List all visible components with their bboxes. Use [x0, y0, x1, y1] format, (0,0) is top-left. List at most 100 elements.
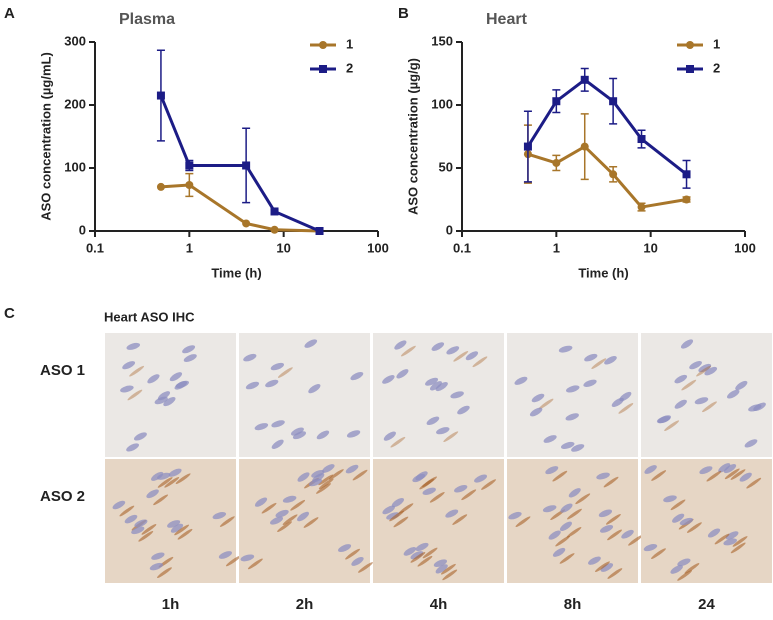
nucleus [723, 538, 737, 546]
nucleus [422, 487, 436, 495]
ihc-image [373, 333, 504, 457]
stain [472, 356, 488, 368]
nucleus [270, 516, 284, 525]
stain [389, 510, 405, 522]
nucleus [311, 469, 325, 478]
stain [261, 502, 277, 514]
marker [315, 227, 324, 235]
nucleus [169, 372, 183, 382]
nucleus [474, 474, 488, 483]
stain [618, 403, 634, 414]
stain [452, 514, 468, 525]
nucleus [308, 478, 323, 487]
nucleus [657, 415, 671, 424]
nucleus [382, 375, 395, 384]
ihc-image [507, 459, 638, 583]
x-tick-label: 0.1 [453, 240, 471, 255]
nucleus [168, 468, 182, 477]
stain [429, 491, 445, 503]
nucleus [154, 396, 168, 405]
panel-label: A [4, 5, 15, 22]
nucleus [548, 530, 561, 540]
ihc-image [239, 333, 370, 457]
nucleus [134, 519, 148, 528]
stain [605, 513, 621, 525]
column-label: 8h [564, 596, 582, 613]
nucleus [297, 472, 310, 482]
nucleus [351, 556, 364, 566]
stain [157, 567, 172, 578]
nucleus [663, 495, 677, 503]
marker [156, 182, 165, 191]
nucleus [600, 563, 614, 572]
stain [153, 494, 169, 506]
nucleus [282, 495, 297, 503]
nucleus [147, 374, 160, 384]
nucleus [426, 416, 440, 426]
row-label: ASO 1 [40, 362, 85, 379]
nucleus [316, 430, 330, 440]
x-axis-label: Time (h) [578, 265, 628, 280]
nucleus [182, 345, 196, 354]
row-label: ASO 2 [40, 488, 85, 505]
nucleus [275, 509, 289, 518]
marker [242, 161, 251, 170]
nucleus [338, 544, 352, 553]
nucleus [588, 556, 601, 565]
marker [270, 225, 279, 234]
stain [318, 478, 334, 490]
stain [567, 508, 582, 520]
stain [247, 558, 263, 570]
nucleus [753, 402, 766, 412]
marker [523, 142, 532, 151]
column-label: 4h [430, 596, 448, 613]
nucleus [410, 551, 424, 560]
nucleus [672, 513, 685, 523]
stain [119, 505, 135, 517]
nucleus [183, 354, 197, 362]
nucleus [604, 356, 617, 365]
nucleus [698, 363, 712, 373]
nucleus [386, 512, 400, 520]
nucleus [643, 544, 658, 552]
chart-title: Plasma [119, 11, 175, 28]
nucleus [345, 464, 359, 474]
stain [328, 469, 344, 480]
nucleus [218, 551, 232, 559]
marker [242, 219, 251, 228]
legend-label: 2 [346, 60, 353, 75]
stain [129, 365, 145, 377]
nucleus [552, 547, 566, 557]
x-tick-label: 1 [553, 240, 560, 255]
stain [461, 489, 477, 501]
stain [603, 476, 619, 488]
stain [316, 483, 331, 494]
nucleus [560, 503, 573, 513]
column-label: 24 [698, 596, 715, 613]
marker [682, 195, 691, 204]
nucleus [271, 420, 285, 428]
nucleus [694, 397, 709, 405]
marker [682, 170, 691, 179]
stain [219, 516, 235, 527]
y-axis-label: ASO concentration (µg/mL) [38, 52, 53, 221]
nucleus [308, 384, 321, 394]
nucleus [431, 342, 445, 351]
stain [696, 365, 711, 377]
stain [686, 522, 702, 533]
nucleus [454, 485, 468, 493]
nucleus [529, 407, 543, 417]
nucleus [689, 360, 702, 370]
legend-marker [319, 65, 327, 73]
nucleus [240, 554, 255, 562]
stain [345, 548, 360, 560]
nucleus [120, 385, 134, 393]
x-axis-label: Time (h) [211, 265, 261, 280]
stain [538, 398, 554, 410]
nucleus [271, 439, 284, 449]
stain [277, 367, 293, 378]
stain [282, 514, 298, 526]
stain [443, 431, 459, 443]
stain [174, 524, 190, 536]
stain [481, 479, 496, 490]
